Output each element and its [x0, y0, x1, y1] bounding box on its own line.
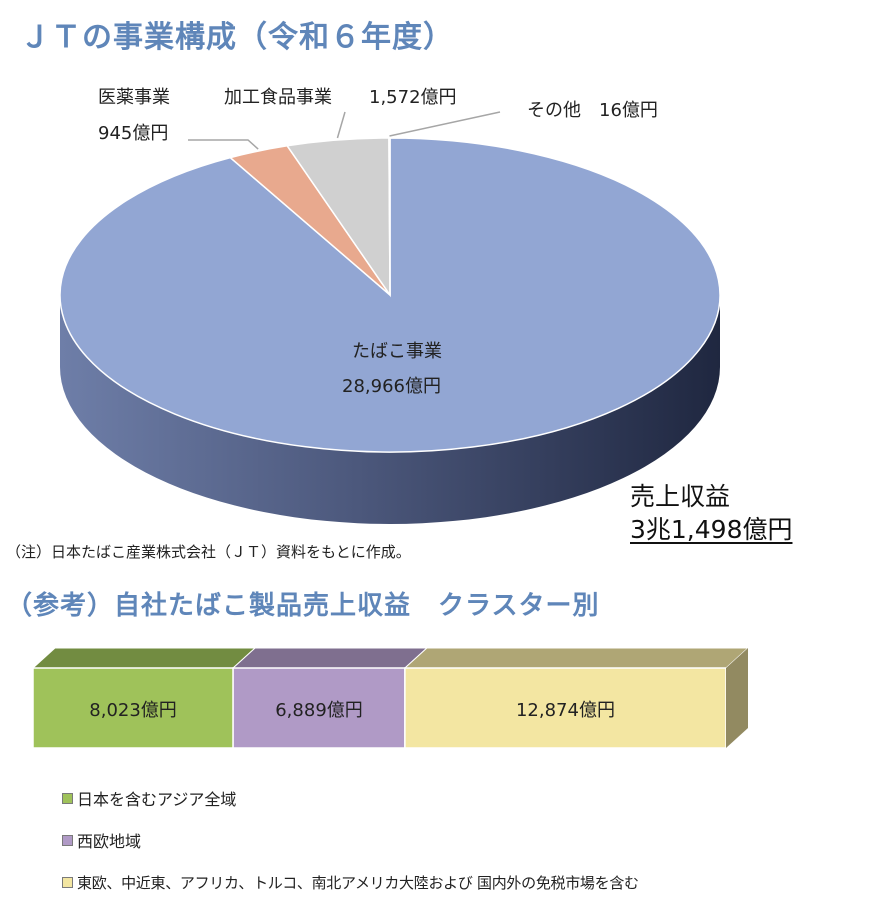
slice-other	[388, 137, 391, 296]
slice-tobacco	[59, 137, 721, 453]
total-revenue-label: 売上収益	[630, 482, 731, 511]
bar-segment-emerging	[404, 667, 727, 749]
legend-item-asia: 日本を含むアジア全域	[62, 786, 236, 810]
bar-side-emerging	[726, 648, 748, 748]
cluster-bar-chart	[31, 647, 750, 749]
slice-label-tobacco-name: たばこ事業	[352, 341, 442, 362]
pie-side-wall	[60, 295, 720, 524]
slice-label-pharma-value: 945億円	[98, 123, 169, 144]
legend-label-asia: 日本を含むアジア全域	[77, 790, 237, 809]
bar-label-emerging: 12,874億円	[515, 700, 615, 721]
slice-label-tobacco-value: 28,966億円	[342, 376, 441, 397]
source-note: （注）日本たばこ産業株式会社（ＪＴ）資料をもとに作成。	[6, 543, 411, 561]
page-title: ＪＴの事業構成（令和６年度）	[20, 20, 454, 55]
legend-item-emerging: 東欧、中近東、アフリカ、トルコ、南北アメリカ大陸および 国内外の免税市場を含む	[62, 872, 639, 893]
pie-chart	[59, 111, 721, 524]
legend-swatch-asia	[62, 792, 73, 804]
legend-label-western-europe: 西欧地域	[77, 832, 142, 851]
bar-label-asia: 8,023億円	[89, 700, 177, 721]
leader-line-other	[389, 111, 501, 137]
bar-top-asia	[31, 647, 257, 669]
legend-label-emerging: 東欧、中近東、アフリカ、トルコ、南北アメリカ大陸および 国内外の免税市場を含む	[77, 874, 639, 892]
leader-line-food	[336, 111, 346, 139]
bar-top-emerging	[403, 647, 750, 669]
slice-label-other-name: その他	[527, 100, 581, 121]
slice-label-other-value: 16億円	[599, 100, 658, 121]
bar-label-western-europe: 6,889億円	[275, 700, 363, 721]
legend-swatch-emerging	[62, 877, 73, 888]
bar-chart-title: （参考）自社たばこ製品売上収益 クラスター別	[6, 591, 600, 621]
slice-label-pharma-name: 医薬事業	[98, 87, 170, 108]
leader-line-pharma	[188, 139, 259, 150]
legend-item-western-europe: 西欧地域	[62, 828, 141, 852]
bar-top-western-europe	[231, 647, 429, 669]
slice-label-food-name: 加工食品事業	[224, 87, 332, 108]
slice-label-food-value: 1,572億円	[369, 87, 457, 108]
legend-swatch-western-europe	[62, 834, 73, 846]
total-revenue-value: 3兆1,498億円	[630, 515, 793, 544]
